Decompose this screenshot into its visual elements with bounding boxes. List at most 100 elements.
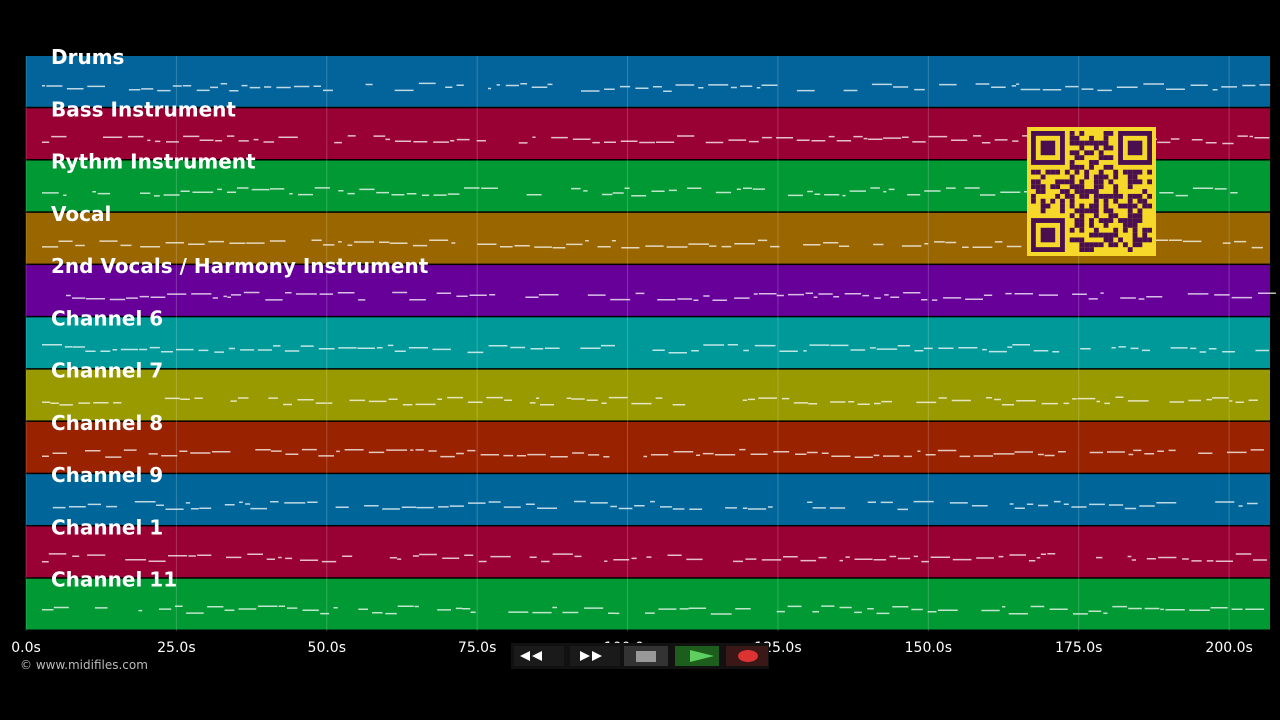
qr-cell xyxy=(1098,140,1104,146)
qr-cell xyxy=(1137,179,1143,185)
qr-cell xyxy=(1060,179,1065,185)
qr-cell xyxy=(1103,232,1109,238)
qr-cell xyxy=(1132,179,1138,185)
qr-cell xyxy=(1127,222,1133,228)
qr-cell xyxy=(1089,164,1094,170)
qr-cell xyxy=(1089,247,1094,252)
qr-cell xyxy=(1142,203,1148,209)
qr-cell xyxy=(1069,135,1075,141)
qr-cell xyxy=(1132,222,1138,228)
qr-code xyxy=(1027,127,1156,256)
qr-cell xyxy=(1060,189,1065,194)
qr-cell xyxy=(1108,232,1114,238)
qr-cell xyxy=(1074,237,1080,243)
qr-cell xyxy=(1069,179,1075,185)
qr-cell xyxy=(1137,193,1143,199)
x-tick-label: 50.0s xyxy=(308,640,346,656)
qr-cell xyxy=(1108,213,1114,219)
qr-cell xyxy=(1035,189,1041,194)
qr-cell xyxy=(1060,203,1065,209)
qr-cell xyxy=(1093,203,1099,209)
qr-cell xyxy=(1132,237,1138,243)
qr-cell xyxy=(1064,193,1070,199)
qr-cell xyxy=(1069,203,1075,209)
forward-button[interactable] xyxy=(570,646,620,666)
qr-cell xyxy=(1108,155,1114,161)
qr-cell xyxy=(1122,203,1128,209)
qr-cell xyxy=(1113,189,1119,194)
qr-cell xyxy=(1108,179,1114,185)
track-label: 2nd Vocals / Harmony Instrument xyxy=(51,254,429,278)
qr-cell xyxy=(1093,189,1099,194)
qr-cell xyxy=(1132,213,1138,219)
qr-cell xyxy=(1113,174,1119,180)
track-label: Channel 1 xyxy=(51,515,163,539)
stop-button[interactable] xyxy=(624,646,668,666)
track-band xyxy=(26,578,1270,630)
qr-cell xyxy=(1074,222,1080,228)
notes xyxy=(42,553,1267,563)
qr-cell xyxy=(1050,169,1056,175)
qr-cell xyxy=(1079,208,1085,214)
qr-cell xyxy=(1031,179,1036,185)
qr-cell xyxy=(1031,184,1036,190)
track-label: Channel 6 xyxy=(51,306,163,330)
qr-cell xyxy=(1142,189,1148,194)
qr-cell xyxy=(1040,203,1046,209)
qr-cell xyxy=(1079,222,1085,228)
qr-cell xyxy=(1089,218,1094,223)
qr-cell xyxy=(1147,193,1152,199)
qr-cell xyxy=(1108,164,1114,170)
qr-cell xyxy=(1142,227,1148,233)
track-label: Channel 9 xyxy=(51,463,163,487)
track-band xyxy=(26,526,1270,578)
play-button[interactable] xyxy=(675,646,719,666)
x-tick-label: 25.0s xyxy=(157,640,195,656)
rewind-button[interactable] xyxy=(514,646,564,666)
qr-cell xyxy=(1074,208,1080,214)
qr-cell xyxy=(1113,232,1119,238)
notes xyxy=(42,82,1271,93)
notes xyxy=(42,343,1269,354)
qr-cell xyxy=(1079,189,1085,194)
record-button[interactable] xyxy=(726,646,768,666)
qr-cell xyxy=(1093,213,1099,219)
qr-cell xyxy=(1089,208,1094,214)
qr-cell xyxy=(1069,237,1075,243)
track-band xyxy=(26,421,1270,473)
grid xyxy=(25,56,1230,631)
track-label: Channel 7 xyxy=(51,359,163,383)
qr-cell xyxy=(1103,164,1109,170)
qr-cell xyxy=(1093,242,1099,248)
qr-cell xyxy=(1084,193,1090,199)
qr-cell xyxy=(1069,150,1075,156)
qr-cell xyxy=(1060,208,1065,214)
qr-cell xyxy=(1035,184,1041,190)
qr-cell xyxy=(1118,237,1123,243)
track-label: Channel 8 xyxy=(51,411,163,435)
qr-cell xyxy=(1089,242,1094,248)
qr-cell xyxy=(1089,203,1094,209)
qr-cell xyxy=(1103,135,1109,141)
qr-cell xyxy=(1069,213,1075,219)
track-band xyxy=(26,56,1270,107)
qr-cell xyxy=(1040,174,1046,180)
qr-cell xyxy=(1127,213,1133,219)
qr-cell xyxy=(1147,169,1152,175)
qr-cell xyxy=(1122,169,1128,175)
qr-cell xyxy=(1031,193,1036,199)
qr-cell xyxy=(1084,247,1090,252)
track-label: Bass Instrument xyxy=(51,97,236,121)
qr-cell xyxy=(1127,208,1133,214)
qr-cell xyxy=(1093,198,1099,204)
qr-cell xyxy=(1064,179,1070,185)
qr-cell xyxy=(1084,140,1090,146)
qr-cell xyxy=(1108,145,1114,151)
track-band xyxy=(26,369,1270,421)
qr-cell xyxy=(1079,184,1085,190)
qr-cell xyxy=(1079,203,1085,209)
qr-cell xyxy=(1045,169,1051,175)
qr-cell xyxy=(1093,193,1099,199)
qr-cell xyxy=(1093,140,1099,146)
qr-cell xyxy=(1122,242,1128,248)
